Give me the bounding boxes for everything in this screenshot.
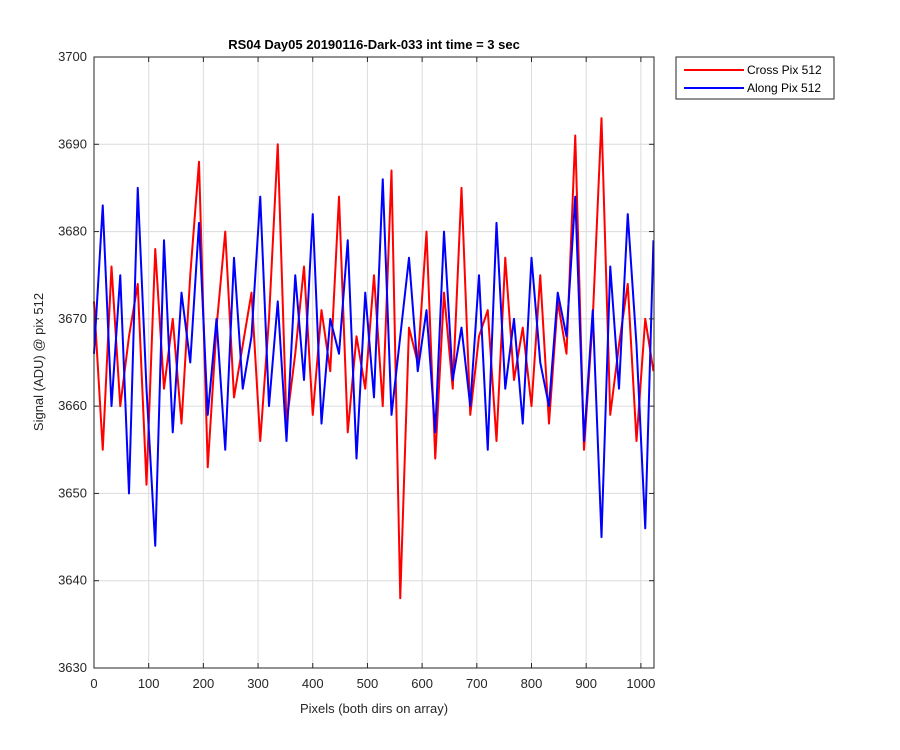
- x-tick-label: 600: [411, 676, 433, 691]
- x-tick-label: 0: [90, 676, 97, 691]
- chart-title: RS04 Day05 20190116-Dark-033 int time = …: [228, 37, 520, 52]
- x-tick-label: 800: [521, 676, 543, 691]
- x-tick-label: 200: [193, 676, 215, 691]
- y-tick-label: 3660: [58, 398, 87, 413]
- legend-label-cross-pix: Cross Pix 512: [747, 63, 822, 77]
- y-tick-label: 3640: [58, 573, 87, 588]
- legend-box: [675, 56, 835, 100]
- x-tick-label: 700: [466, 676, 488, 691]
- x-tick-label: 500: [357, 676, 379, 691]
- series-line-cross-pix-512: [93, 117, 655, 600]
- y-tick-label: 3690: [58, 136, 87, 151]
- y-tick-label: 3700: [58, 49, 87, 64]
- y-tick-label: 3680: [58, 224, 87, 239]
- y-tick-label: 3670: [58, 311, 87, 326]
- series-layer: [93, 117, 655, 600]
- legend: Cross Pix 512 Along Pix 512: [675, 56, 835, 100]
- y-tick-label: 3650: [58, 485, 87, 500]
- x-tick-label: 900: [575, 676, 597, 691]
- series-line-along-pix-512: [93, 178, 655, 547]
- legend-label-along-pix: Along Pix 512: [747, 81, 821, 95]
- plot-area-frame: [93, 56, 655, 669]
- x-tick-label: 400: [302, 676, 324, 691]
- y-tick-label: 3630: [58, 660, 87, 675]
- x-axis-label: Pixels (both dirs on array): [300, 701, 448, 716]
- x-tick-label: 300: [247, 676, 269, 691]
- x-tick-label: 1000: [626, 676, 655, 691]
- tick-layer: 0 100 200 300 400 500 600 700 800 900 1000 3630 3640…: [58, 49, 655, 691]
- y-axis-label: Signal (ADU) @ pix 512: [31, 293, 46, 431]
- x-tick-label: 100: [138, 676, 160, 691]
